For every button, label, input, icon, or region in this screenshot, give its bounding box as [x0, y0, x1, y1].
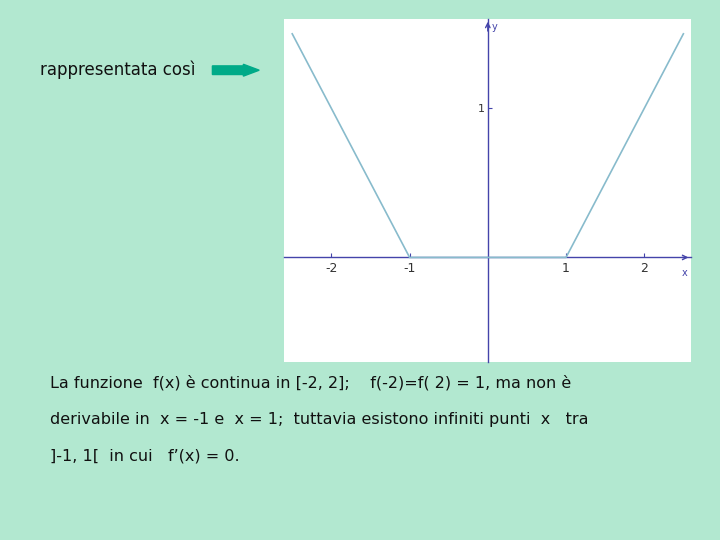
Text: x: x: [682, 268, 688, 278]
Text: y: y: [492, 22, 498, 32]
Text: ]-1, 1[  in cui   f’(x) = 0.: ]-1, 1[ in cui f’(x) = 0.: [50, 449, 240, 464]
Text: La funzione  f(x) è continua in [-2, 2];    f(-2)=f( 2) = 1, ma non è: La funzione f(x) è continua in [-2, 2]; …: [50, 375, 572, 391]
Text: rappresentata così: rappresentata così: [40, 61, 195, 79]
Text: derivabile in  x = -1 e  x = 1;  tuttavia esistono infiniti punti  x   tra: derivabile in x = -1 e x = 1; tuttavia e…: [50, 412, 589, 427]
